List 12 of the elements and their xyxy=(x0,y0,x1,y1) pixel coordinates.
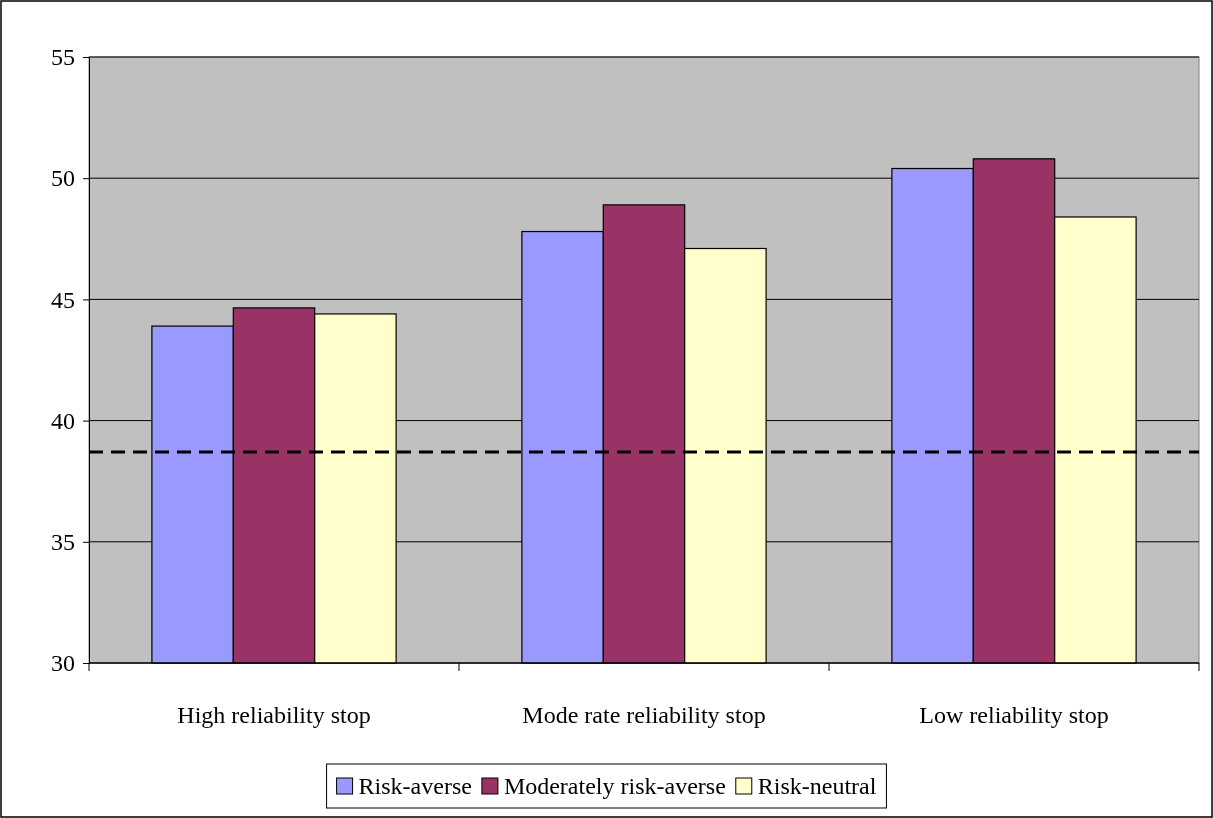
legend-label: Moderately risk-averse xyxy=(503,773,726,799)
y-tick-label: 55 xyxy=(51,44,75,71)
y-tick-label: 40 xyxy=(51,407,75,434)
x-tick-label: High reliability stop xyxy=(177,702,371,728)
x-tick-label: Low reliability stop xyxy=(919,702,1109,728)
y-tick-label: 45 xyxy=(51,286,75,313)
y-tick-label: 50 xyxy=(51,165,75,192)
y-tick-label: 30 xyxy=(51,650,75,677)
x-tick-label: Mode rate reliability stop xyxy=(522,702,766,728)
legend-label: Risk-averse xyxy=(358,773,472,799)
y-tick-label: 35 xyxy=(51,528,75,555)
legend-label: Risk-neutral xyxy=(757,773,877,799)
